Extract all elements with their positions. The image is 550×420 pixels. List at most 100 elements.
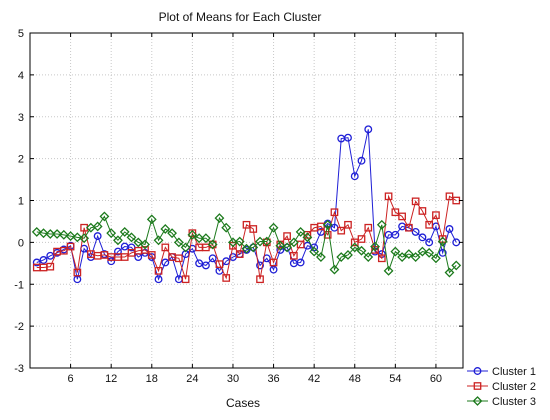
data-point-cluster-1	[418, 233, 427, 242]
data-point-cluster-3	[106, 228, 117, 239]
data-point-cluster-2	[46, 262, 55, 271]
data-point-cluster-2	[377, 254, 386, 263]
legend-label: Cluster 1	[492, 366, 536, 378]
data-point-cluster-1	[425, 238, 434, 247]
data-point-cluster-2	[418, 207, 427, 215]
data-point-cluster-3	[133, 237, 144, 248]
legend-item-cluster-2: Cluster 2	[467, 381, 536, 393]
y-tick-label: 2	[18, 154, 24, 166]
data-point-cluster-1	[276, 245, 285, 254]
data-point-cluster-3	[390, 246, 401, 257]
data-point-cluster-3	[72, 232, 83, 243]
data-point-cluster-3	[187, 229, 198, 240]
y-tick-label: 0	[18, 237, 24, 249]
data-point-cluster-3	[356, 245, 367, 256]
data-point-cluster-1	[411, 227, 420, 236]
data-point-cluster-3	[173, 237, 184, 248]
data-point-cluster-3	[309, 246, 320, 257]
data-point-cluster-3	[146, 214, 157, 225]
data-point-cluster-3	[180, 242, 191, 253]
data-point-cluster-2	[344, 220, 352, 229]
data-point-cluster-3	[119, 226, 130, 237]
data-point-cluster-2	[249, 225, 258, 233]
data-point-cluster-3	[370, 241, 380, 252]
series-line-cluster-2	[36, 194, 457, 280]
data-point-cluster-3	[99, 211, 110, 222]
data-point-cluster-3	[383, 265, 394, 276]
data-point-cluster-2	[154, 266, 163, 275]
legend-item-cluster-3: Cluster 3	[467, 396, 536, 408]
data-point-cluster-3	[255, 236, 265, 247]
data-point-cluster-3	[79, 233, 90, 244]
data-point-cluster-2	[269, 258, 278, 267]
series-cluster-3	[31, 211, 462, 278]
data-point-cluster-3	[424, 247, 435, 258]
data-point-cluster-3	[302, 232, 313, 243]
data-point-cluster-2	[323, 230, 332, 239]
data-point-cluster-3	[140, 239, 150, 250]
x-tick-label: 54	[389, 373, 401, 385]
data-point-cluster-3	[160, 224, 171, 234]
data-point-cluster-1	[46, 251, 55, 260]
data-point-cluster-1	[154, 275, 163, 284]
data-point-cluster-3	[451, 260, 462, 271]
data-point-cluster-3	[65, 231, 76, 242]
chart-title: Plot of Means for Each Cluster	[159, 10, 322, 24]
data-point-cluster-3	[329, 264, 340, 275]
data-point-cluster-1	[364, 125, 373, 134]
data-point-cluster-2	[391, 208, 400, 217]
data-point-cluster-2	[432, 211, 440, 220]
data-point-cluster-2	[317, 222, 325, 231]
data-point-cluster-2	[290, 251, 298, 260]
data-point-cluster-3	[437, 236, 448, 247]
data-point-cluster-3	[194, 233, 205, 244]
data-point-cluster-2	[296, 240, 305, 249]
data-point-cluster-2	[405, 223, 413, 232]
legend-marker-icon	[473, 382, 482, 390]
x-tick-label: 36	[267, 373, 279, 385]
grid-lines	[30, 32, 463, 369]
data-point-cluster-2	[120, 253, 129, 261]
data-point-cluster-3	[444, 267, 455, 278]
x-tick-label: 6	[68, 373, 74, 385]
data-point-cluster-1	[344, 133, 352, 142]
data-point-cluster-3	[397, 252, 408, 262]
y-tick-label: -2	[14, 321, 24, 333]
data-point-cluster-3	[52, 229, 62, 239]
data-point-cluster-2	[256, 275, 264, 284]
data-point-cluster-3	[207, 239, 218, 250]
data-point-cluster-3	[295, 226, 306, 237]
data-point-cluster-2	[73, 268, 82, 277]
data-point-cluster-2	[398, 212, 406, 221]
legend-marker-icon	[473, 367, 482, 375]
data-point-cluster-3	[268, 222, 279, 233]
x-tick-label: 60	[430, 373, 442, 385]
data-point-cluster-2	[445, 192, 454, 201]
data-point-cluster-2	[141, 246, 149, 254]
legend: Cluster 1 Cluster 2 Cluster 3	[467, 366, 536, 408]
legend-label: Cluster 2	[492, 381, 536, 393]
data-point-cluster-3	[431, 253, 441, 264]
data-point-cluster-2	[59, 246, 68, 255]
data-point-cluster-1	[32, 258, 41, 267]
data-point-cluster-3	[275, 240, 286, 251]
x-axis: 6 12 18 24 30 36 42 48 54 60	[68, 33, 442, 385]
data-point-cluster-2	[411, 197, 420, 206]
data-point-cluster-3	[45, 229, 56, 239]
x-axis-label: Cases	[226, 396, 260, 410]
data-point-cluster-3	[31, 226, 42, 237]
series-layer	[31, 125, 462, 284]
data-point-cluster-2	[357, 235, 366, 243]
data-point-cluster-3	[282, 242, 293, 253]
y-tick-label: -3	[14, 363, 24, 375]
data-point-cluster-2	[364, 223, 373, 232]
x-tick-label: 42	[308, 373, 320, 385]
data-point-cluster-1	[438, 248, 447, 257]
data-point-cluster-3	[363, 252, 374, 262]
data-point-cluster-3	[288, 237, 299, 248]
data-point-cluster-3	[343, 250, 353, 260]
y-tick-label: 4	[18, 70, 24, 82]
data-point-cluster-3	[316, 252, 326, 262]
